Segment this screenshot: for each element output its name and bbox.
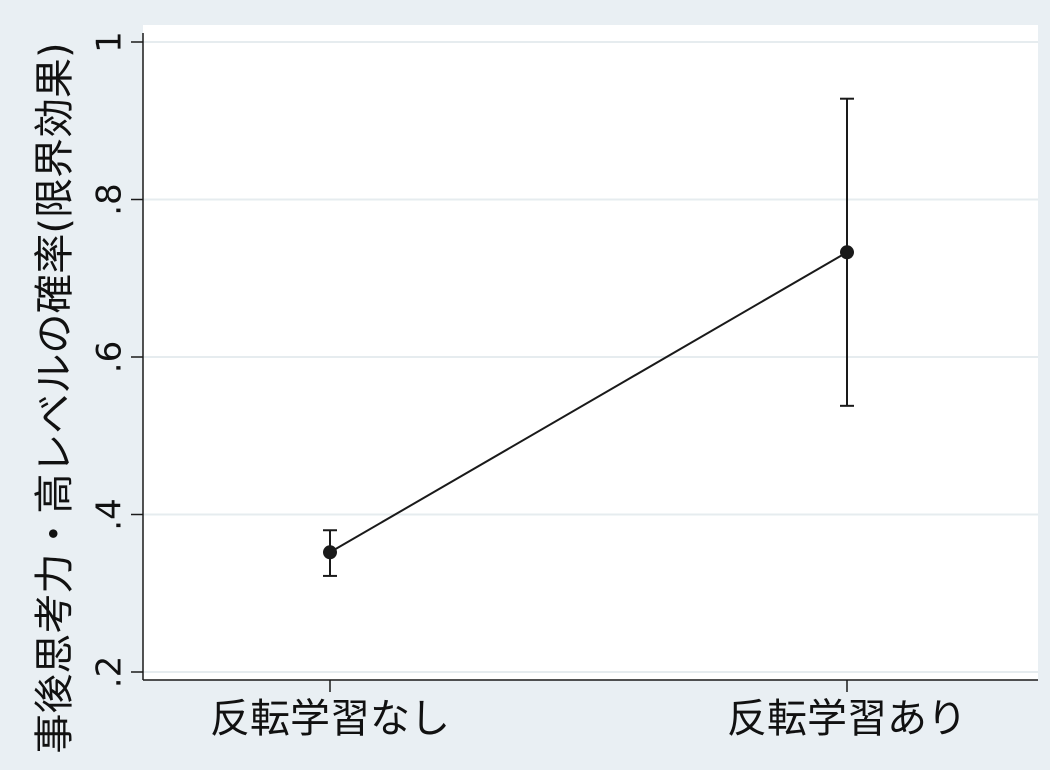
plot-area <box>143 25 1038 680</box>
y-tick-label: .6 <box>90 341 130 373</box>
axes <box>131 33 1038 692</box>
axis-labels: 事後思考力・高レベルの確率(限界効果) .2 .4 .6 .8 1 反転学習なし 反転学習あ… <box>32 31 967 753</box>
series-line <box>329 251 848 554</box>
y-tick-label: .4 <box>90 498 130 530</box>
x-tick-label: 反転学習あり <box>727 696 967 742</box>
y-tick-label: .2 <box>90 656 130 688</box>
y-tick-label: .8 <box>90 183 130 215</box>
data-point <box>323 545 337 560</box>
x-tick-label: 反転学習なし <box>210 696 450 742</box>
grid-lines <box>143 41 1038 673</box>
y-tick-label: 1 <box>90 31 130 53</box>
y-axis-label: 事後思考力・高レベルの確率(限界効果) <box>32 42 78 753</box>
data-series <box>323 97 854 577</box>
data-point <box>840 245 854 260</box>
